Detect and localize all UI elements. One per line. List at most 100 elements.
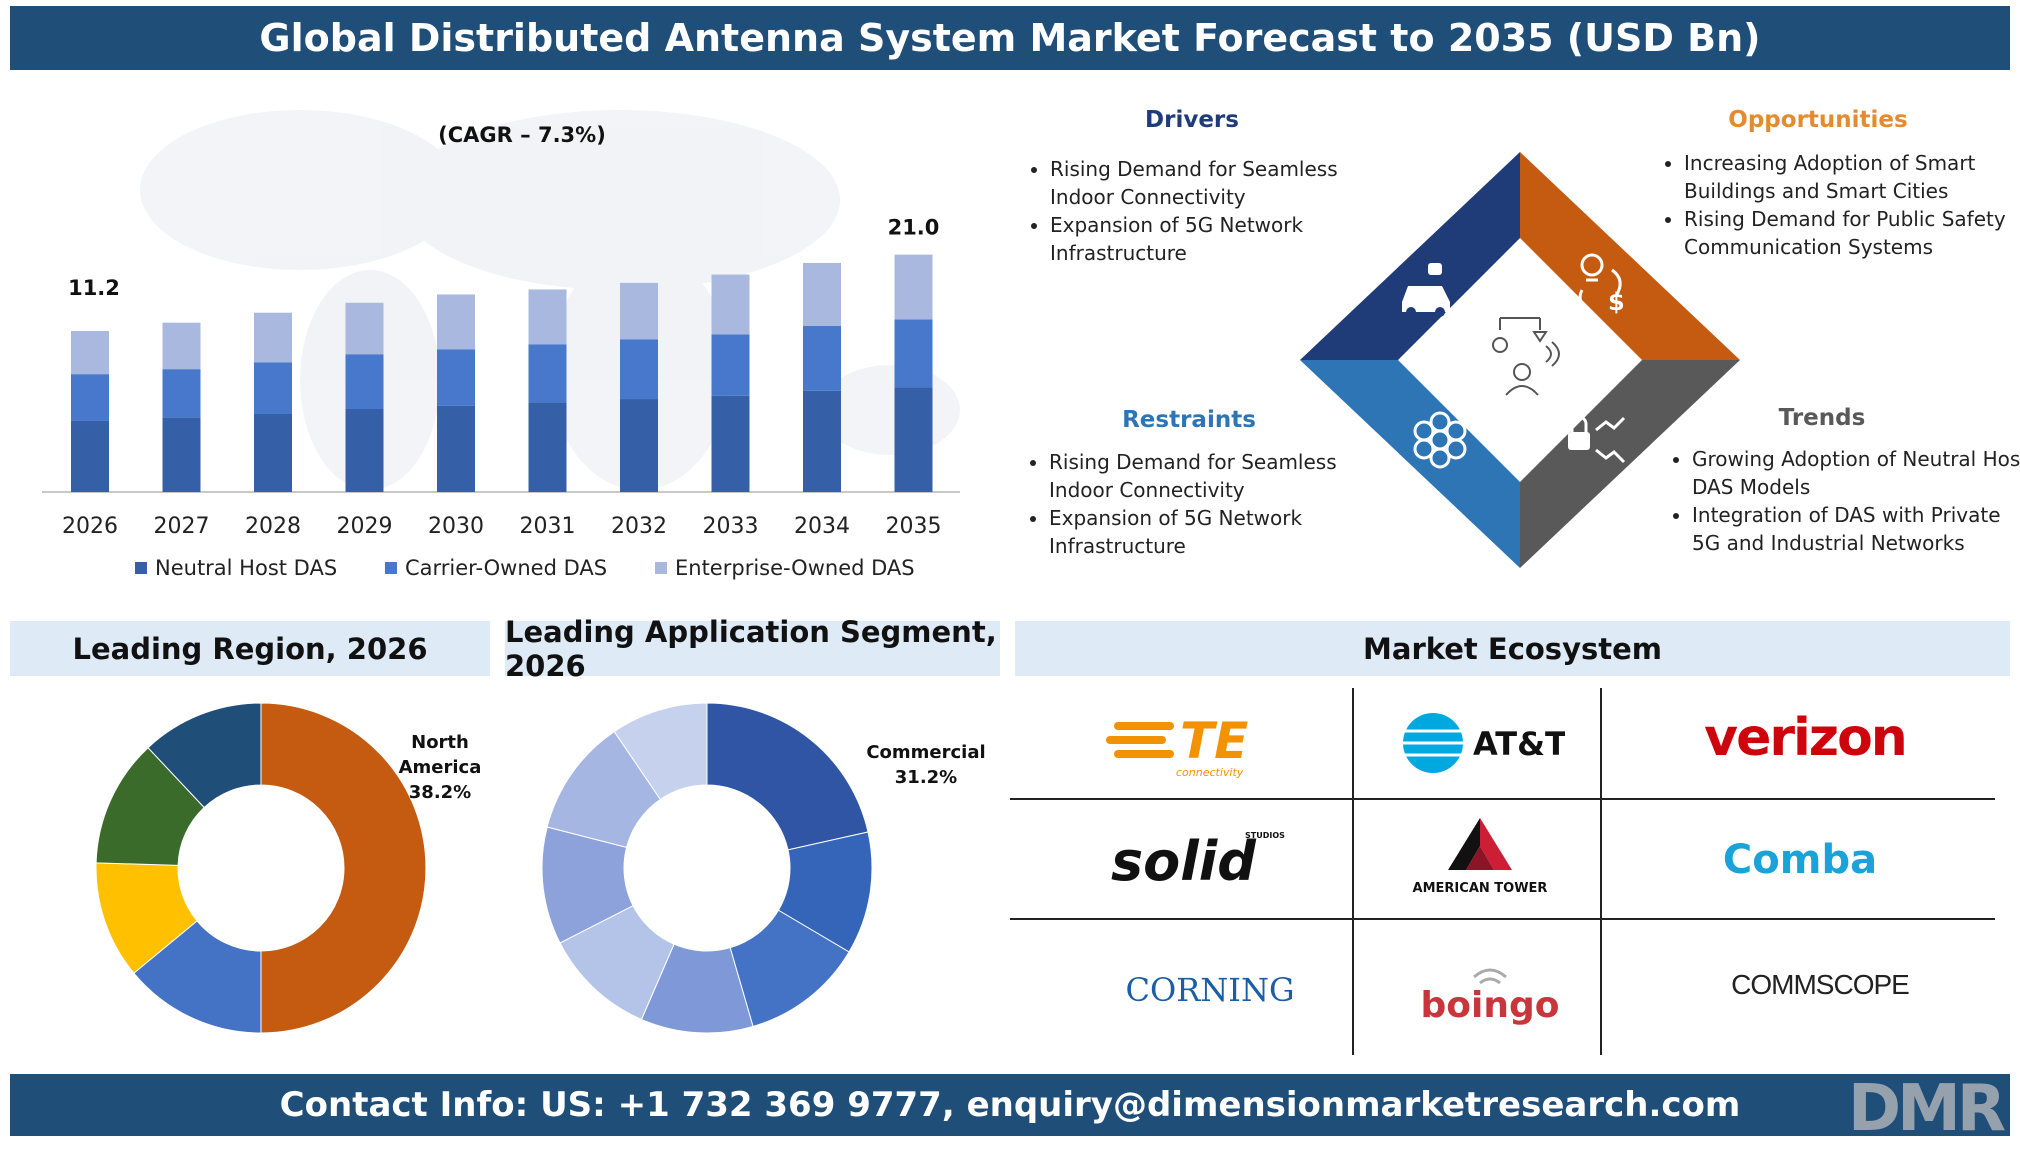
x-tick-label: 2034	[794, 514, 850, 539]
bar-segment	[803, 390, 841, 492]
commscope-logo: COMMSCOPE	[1731, 969, 1910, 1000]
legend-label: Carrier-Owned DAS	[405, 556, 607, 580]
factors-diamond: $	[1300, 152, 1740, 568]
trends-list: Growing Adoption of Neutral Host DAS Mod…	[1662, 445, 2020, 557]
chart-legend: Neutral Host DAS Carrier-Owned DAS Enterpr…	[135, 556, 915, 580]
x-tick-label: 2027	[154, 514, 210, 539]
opportunities-list: Increasing Adoption of Smart Buildings a…	[1654, 149, 2020, 261]
legend-swatch	[135, 562, 147, 574]
donut-slice	[706, 702, 869, 851]
region-header: Leading Region, 2026	[10, 621, 490, 676]
restraints-list: Rising Demand for Seamless Indoor Connec…	[1019, 448, 1349, 560]
list-item: Increasing Adoption of Smart Buildings a…	[1684, 149, 2020, 205]
bar-segment	[711, 395, 750, 492]
x-tick-label: 2033	[703, 514, 759, 539]
te-connectivity-logo: TE connectivity	[1100, 700, 1280, 790]
bar-segment	[620, 282, 658, 340]
list-item: Expansion of 5G Network Infrastructure	[1050, 211, 1350, 267]
restraints-title: Restraints	[1122, 407, 1256, 433]
te-main-text: TE	[1180, 712, 1248, 770]
list-item: Rising Demand for Public Safety Communic…	[1684, 205, 2020, 261]
list-item: Expansion of 5G Network Infrastructure	[1049, 504, 1349, 560]
data-label: 21.0	[888, 216, 940, 240]
solid-logo: solid STUDIOS	[1105, 820, 1295, 900]
bar-segment	[437, 405, 475, 492]
gear-icon	[1413, 411, 1467, 469]
ecosystem-header: Market Ecosystem	[1015, 621, 2010, 676]
application-label-value: 31.2%	[895, 767, 957, 788]
bar-segment	[528, 289, 567, 345]
bar-segment	[894, 254, 933, 320]
te-sub-text: connectivity	[1176, 766, 1244, 779]
cagr-annotation: (CAGR – 7.3%)	[438, 123, 606, 147]
bar-segment	[711, 274, 750, 335]
american-tower-logo: AMERICAN TOWER	[1380, 812, 1580, 912]
idea-dollar-icon: $	[1578, 253, 1625, 316]
opportunities-title: Opportunities	[1728, 107, 1908, 133]
application-donut-chart: Commercial 31.2%	[541, 702, 986, 1034]
bar-segment	[254, 413, 292, 492]
bar-segment	[254, 362, 292, 414]
x-tick-label: 2028	[245, 514, 301, 539]
x-tick-label: 2030	[428, 514, 484, 539]
boingo-logo: boingo	[1400, 955, 1580, 1035]
legend-swatch	[385, 562, 397, 574]
legend-label: Enterprise-Owned DAS	[675, 556, 915, 580]
bar-segment	[71, 420, 109, 492]
corning-logo: CORNING	[1125, 971, 1295, 1009]
list-item: Growing Adoption of Neutral Host DAS Mod…	[1692, 445, 2020, 501]
grid-divider	[1600, 688, 1602, 1055]
application-label-line1: Commercial	[866, 742, 985, 763]
x-tick-label: 2032	[611, 514, 667, 539]
bar-segment	[345, 354, 384, 409]
comba-logo: Comba	[1722, 837, 1878, 883]
x-tick-label: 2029	[337, 514, 393, 539]
solid-text: solid	[1111, 830, 1257, 893]
car-icon	[1402, 263, 1450, 317]
wifi-icon	[1473, 968, 1507, 985]
grid-divider	[1010, 918, 1995, 920]
x-tick-label: 2035	[886, 514, 942, 539]
lock-trend-icon	[1568, 415, 1626, 464]
bar-segment	[345, 409, 384, 492]
x-tick-label: 2031	[520, 514, 576, 539]
list-item: Integration of DAS with Private 5G and I…	[1692, 501, 2020, 557]
bar-segment	[528, 402, 567, 492]
drivers-title: Drivers	[1145, 107, 1239, 133]
region-label-line2: America	[399, 757, 482, 778]
trends-title: Trends	[1778, 405, 1866, 431]
bar-segment	[162, 417, 201, 492]
grid-divider	[1010, 798, 1995, 800]
data-label: 11.2	[68, 276, 120, 300]
american-tower-text: AMERICAN TOWER	[1413, 881, 1548, 896]
footer-contact: Contact Info: US: +1 732 369 9777, enqui…	[10, 1074, 2010, 1136]
network-center-icon	[1492, 317, 1560, 396]
legend-swatch	[655, 562, 667, 574]
page-title: Global Distributed Antenna System Market…	[10, 6, 2010, 70]
dmr-watermark-logo: DMR	[1848, 1072, 2006, 1146]
region-donut-chart: North America 38.2%	[95, 702, 482, 1034]
att-text: AT&T	[1473, 725, 1565, 763]
region-label-value: 38.2%	[409, 782, 471, 803]
donut-slice	[147, 702, 262, 809]
grid-divider	[1352, 688, 1354, 1055]
x-tick-label: 2026	[62, 514, 118, 539]
bar-segment	[894, 319, 933, 388]
bar-segment	[437, 349, 475, 406]
bar-segment	[803, 262, 841, 326]
list-item: Rising Demand for Seamless Indoor Connec…	[1050, 155, 1350, 211]
boingo-text: boingo	[1421, 985, 1560, 1026]
bar-segment	[254, 312, 292, 363]
bar-chart: 2026 2027 2028 2029 2030 2031 2032 2033 2034 2035…	[42, 110, 960, 580]
list-item: Rising Demand for Seamless Indoor Connec…	[1049, 448, 1349, 504]
application-header: Leading Application Segment, 2026	[505, 615, 1000, 683]
bar-segment	[437, 294, 475, 350]
donut-slice	[613, 702, 708, 801]
att-logo: AT&T	[1395, 705, 1565, 780]
solid-sup-text: STUDIOS	[1245, 831, 1285, 840]
legend-label: Neutral Host DAS	[155, 556, 337, 580]
bar-segment	[162, 322, 201, 370]
bar-segment	[71, 374, 109, 421]
bar-segment	[711, 334, 750, 396]
bar-segment	[71, 330, 109, 375]
